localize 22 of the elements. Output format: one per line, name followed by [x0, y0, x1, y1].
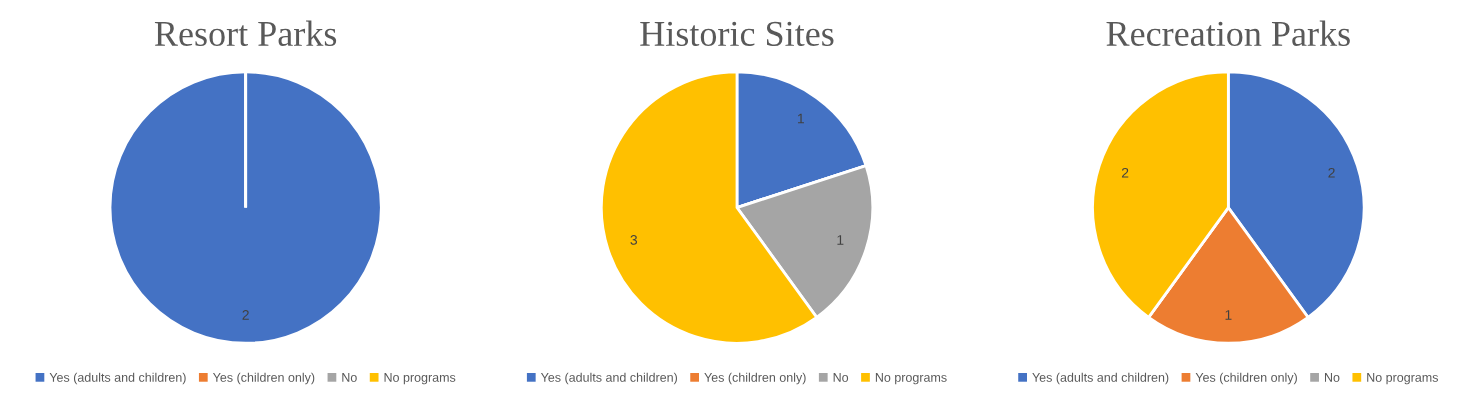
- legend-label: Yes (children only): [212, 372, 315, 385]
- legend-label: Yes (adults and children): [540, 372, 677, 385]
- data-label: 2: [242, 310, 249, 320]
- legend-label: No programs: [1367, 373, 1438, 385]
- data-label: 1: [1225, 310, 1232, 320]
- data-label: 2: [1121, 167, 1129, 178]
- legend-label: Yes (adults and children): [49, 372, 186, 385]
- data-label: 1: [837, 235, 844, 245]
- legend-label: No: [342, 373, 357, 382]
- data-label: 2: [1328, 167, 1335, 178]
- chart-title: Historic Sites: [640, 21, 834, 47]
- legend-label: No: [833, 373, 849, 382]
- legend-label: Yes (children only): [1195, 372, 1297, 385]
- legend-label: Yes (children only): [704, 372, 806, 385]
- chart-title: Resort Parks: [154, 20, 337, 47]
- chart-title: Recreation Parks: [1106, 20, 1350, 47]
- data-label: 3: [630, 235, 638, 245]
- legend-label: No programs: [384, 373, 456, 385]
- legend-label: No: [1324, 373, 1340, 382]
- legend-label: Yes (adults and children): [1032, 372, 1169, 385]
- data-label: 1: [797, 113, 804, 124]
- legend-label: No programs: [875, 373, 947, 385]
